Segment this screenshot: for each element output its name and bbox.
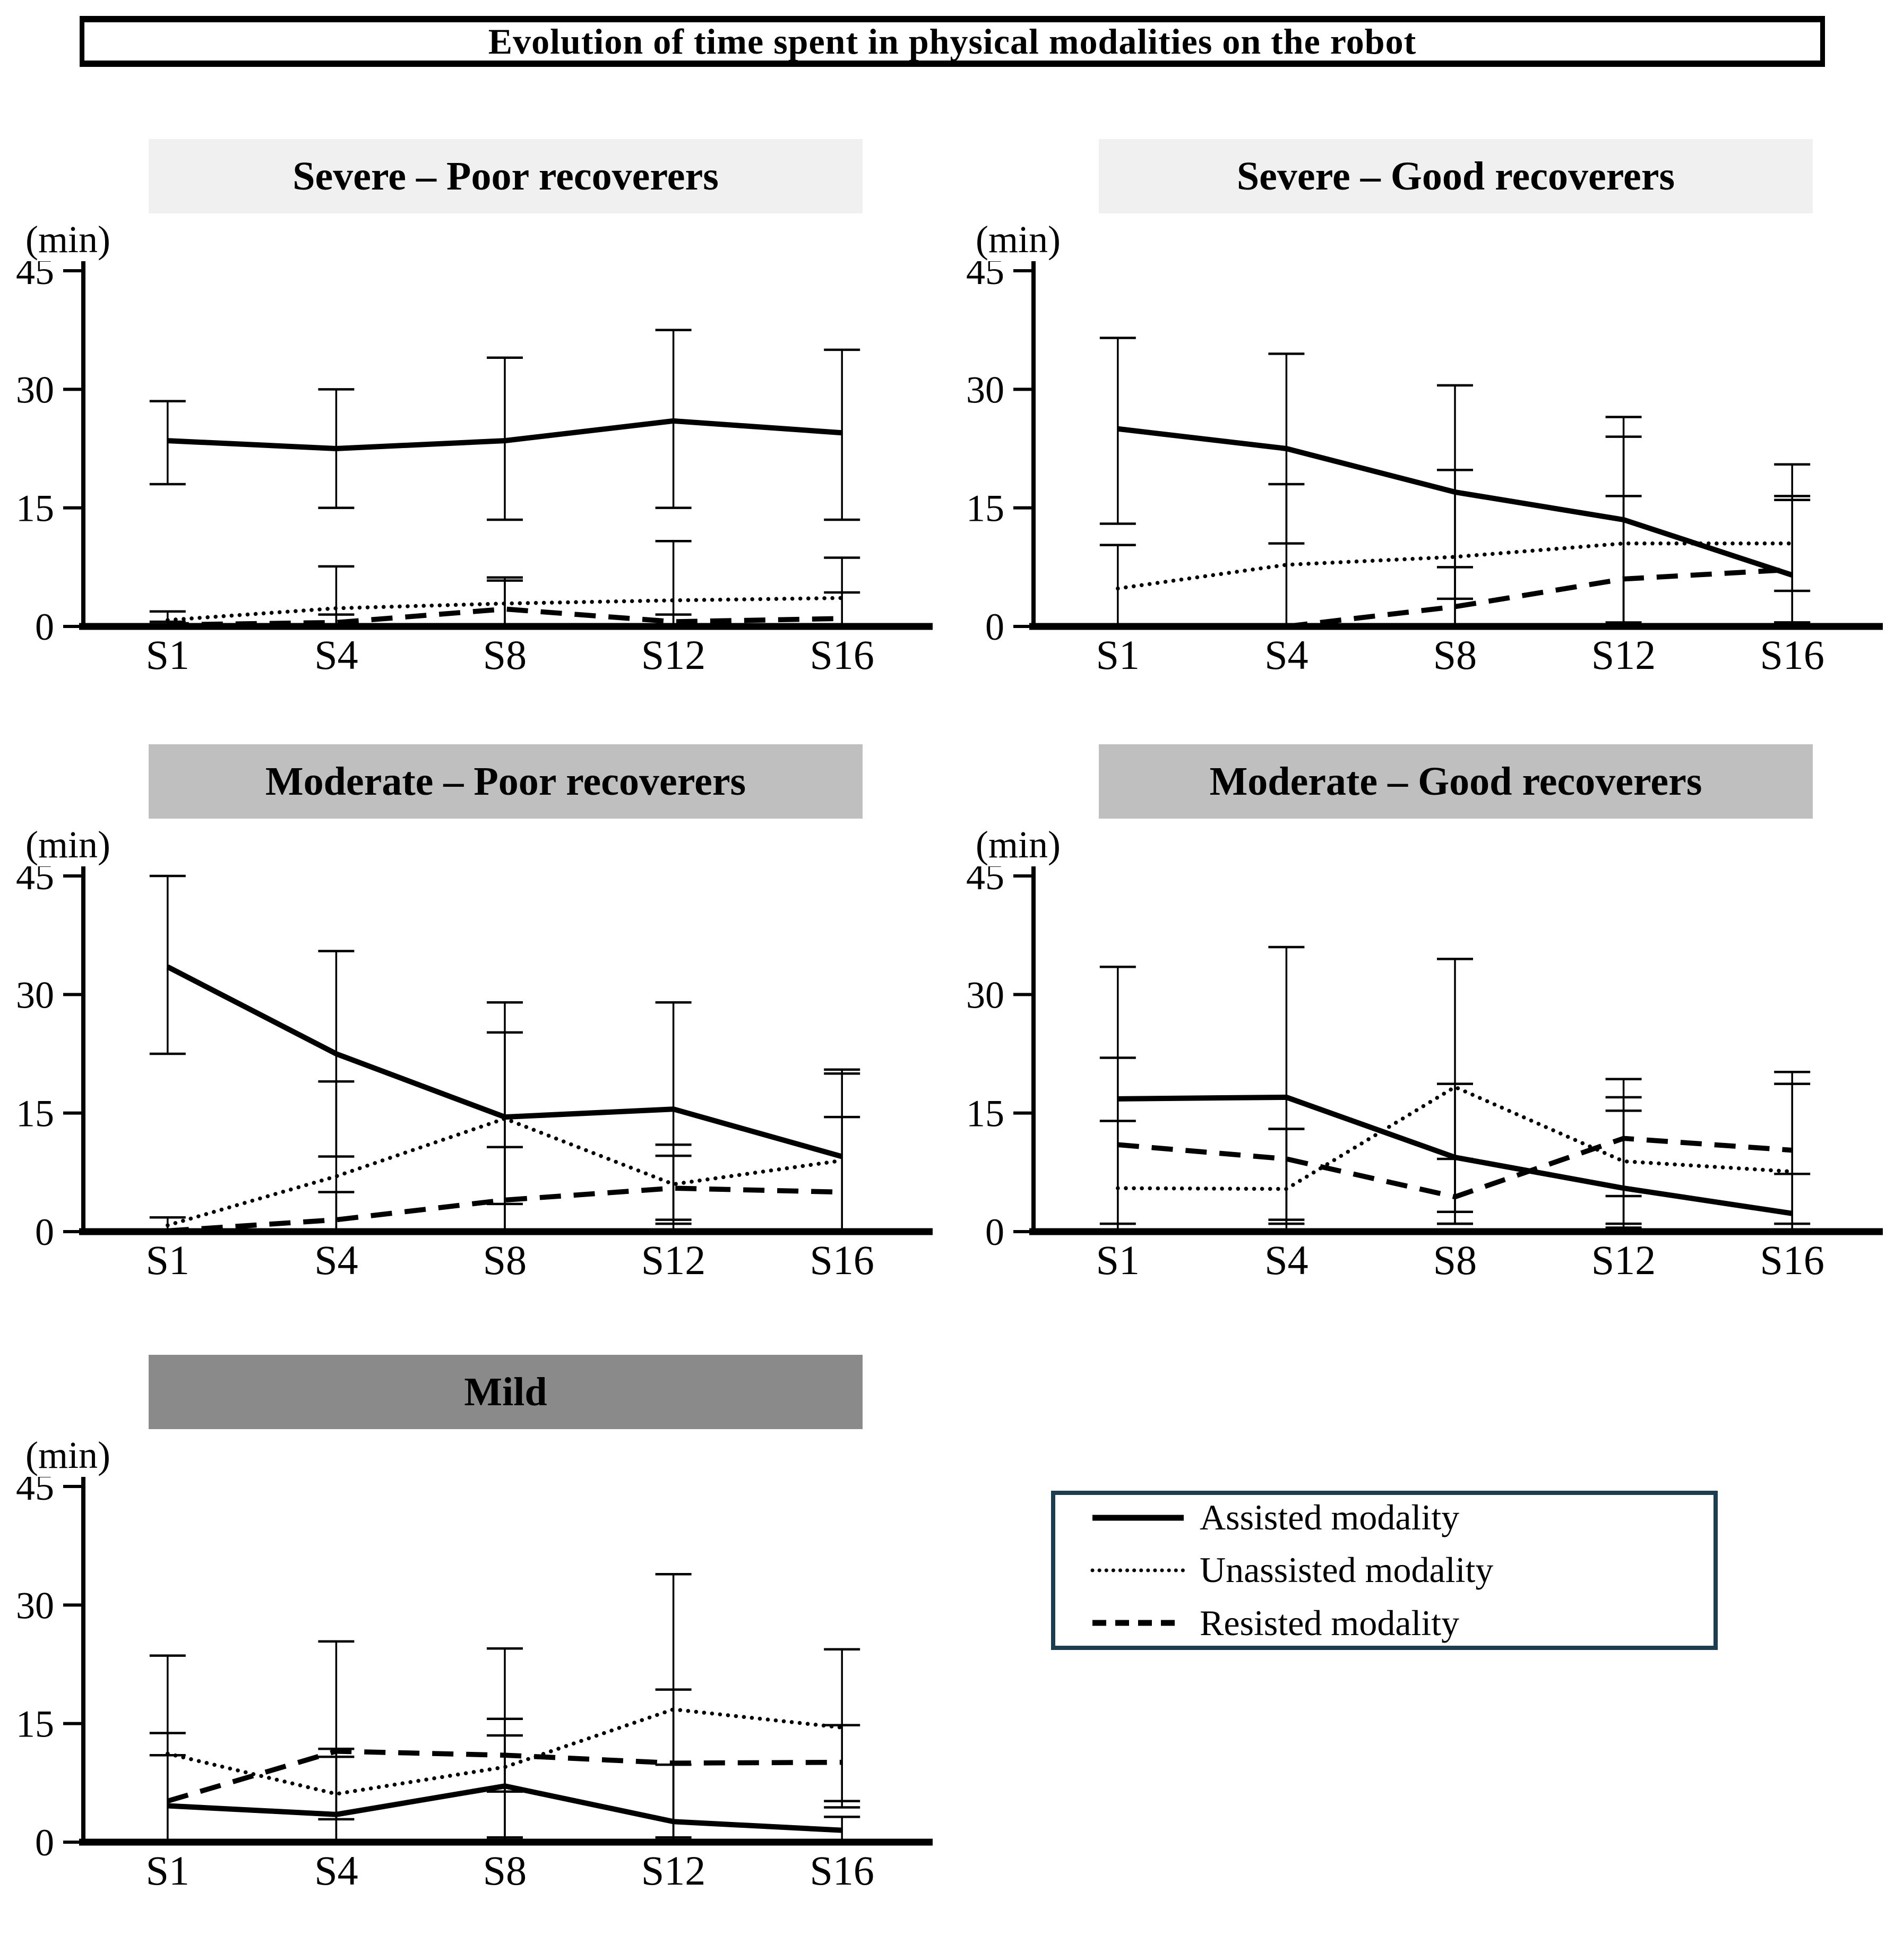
chart-title-bar: Severe – Good recoverers <box>1099 139 1813 213</box>
x-tick-label: S8 <box>483 1237 527 1283</box>
legend: Assisted modality Unassisted modality Re… <box>1051 1491 1718 1650</box>
unassisted-modality-line <box>1116 541 1794 591</box>
resisted-modality-line <box>167 1185 842 1234</box>
x-tick-label: S16 <box>810 632 874 678</box>
y-axis-unit-label: (min) <box>976 823 1061 866</box>
assisted-modality-line <box>1117 426 1793 578</box>
y-tick-label: 15 <box>966 487 1004 530</box>
assisted-modality-line <box>166 964 843 1159</box>
x-tick-label: S8 <box>1433 632 1477 678</box>
unassisted-modality-line <box>1116 1085 1794 1191</box>
y-axis-unit-label: (min) <box>25 823 110 866</box>
y-tick-label: 0 <box>35 606 54 648</box>
main-title-box: Evolution of time spent in physical moda… <box>80 16 1825 67</box>
y-tick-label: 15 <box>16 487 54 530</box>
chart-mild: Mild (min) 0 15 30 45 S1 S4 S8 S12 S16 <box>0 1355 950 1960</box>
legend-label: Assisted modality <box>1200 1497 1460 1538</box>
y-tick-label: 0 <box>35 1821 54 1864</box>
x-tick-label: S16 <box>1760 1237 1824 1283</box>
severe-poor-plot: 0 15 30 45 S1 S4 S8 S12 S16 <box>16 261 933 678</box>
x-tick-label: S12 <box>1591 1237 1656 1283</box>
unassisted-line-sample-icon <box>1090 1568 1186 1572</box>
y-tick-label: 45 <box>16 261 54 293</box>
y-tick-label: 30 <box>16 368 54 411</box>
x-tick-label: S16 <box>810 1847 874 1894</box>
resisted-line-sample-icon <box>1092 1620 1184 1626</box>
legend-item-assisted: Assisted modality <box>1090 1495 1713 1540</box>
x-tick-label: S12 <box>641 632 705 678</box>
chart-title: Moderate – Good recoverers <box>1209 759 1702 804</box>
legend-item-unassisted: Unassisted modality <box>1090 1548 1713 1593</box>
x-tick-label: S1 <box>1096 1237 1140 1283</box>
y-tick-label: 0 <box>985 606 1004 648</box>
x-tick-label: S12 <box>641 1237 705 1283</box>
mild-plot: 0 15 30 45 S1 S4 S8 S12 S16 <box>16 1477 933 1894</box>
assisted-modality-line <box>1117 1094 1793 1216</box>
unassisted-modality-line <box>166 1707 844 1796</box>
chart-title: Severe – Good recoverers <box>1236 153 1675 199</box>
chart-title-bar: Severe – Poor recoverers <box>149 139 863 213</box>
y-axis-unit-label: (min) <box>25 1434 110 1476</box>
chart-severe-poor: Severe – Poor recoverers (min) 0 15 30 45 S1… <box>0 139 950 744</box>
chart-title: Moderate – Poor recoverers <box>265 759 746 804</box>
y-tick-label: 15 <box>16 1703 54 1746</box>
x-tick-label: S4 <box>314 632 358 678</box>
x-tick-label: S1 <box>146 632 190 678</box>
x-tick-label: S4 <box>1264 1237 1308 1283</box>
x-tick-label: S1 <box>146 1237 190 1283</box>
x-tick-label: S8 <box>1433 1237 1477 1283</box>
chart-title-bar: Mild <box>149 1355 863 1429</box>
x-tick-label: S8 <box>483 632 527 678</box>
x-tick-label: S4 <box>314 1237 358 1283</box>
legend-label: Unassisted modality <box>1200 1550 1494 1591</box>
y-tick-label: 0 <box>35 1211 54 1253</box>
y-axis-unit-label: (min) <box>25 218 110 261</box>
figure-canvas: Evolution of time spent in physical moda… <box>0 16 1900 1894</box>
x-tick-label: S1 <box>146 1847 190 1894</box>
y-tick-label: 30 <box>966 974 1004 1016</box>
assisted-modality-line <box>167 418 842 451</box>
resisted-modality-line <box>1117 1136 1793 1200</box>
x-tick-label: S4 <box>1264 632 1308 678</box>
y-tick-label: 30 <box>966 368 1004 411</box>
y-tick-label: 45 <box>16 1477 54 1508</box>
x-tick-label: S12 <box>641 1847 705 1894</box>
x-tick-label: S8 <box>483 1847 527 1894</box>
x-tick-label: S12 <box>1591 632 1656 678</box>
y-axis-unit-label: (min) <box>976 218 1061 261</box>
x-tick-label: S4 <box>314 1847 358 1894</box>
legend-item-resisted: Resisted modality <box>1090 1601 1713 1646</box>
chart-moderate-poor: Moderate – Poor recoverers (min) 0 15 30 45… <box>0 744 950 1349</box>
moderate-poor-plot: 0 15 30 45 S1 S4 S8 S12 S16 <box>16 866 933 1283</box>
chart-title-bar: Moderate – Good recoverers <box>1099 744 1813 819</box>
y-tick-label: 30 <box>16 974 54 1016</box>
resisted-modality-line <box>167 1749 842 1804</box>
chart-title-bar: Moderate – Poor recoverers <box>149 744 863 819</box>
x-tick-label: S16 <box>810 1237 874 1283</box>
severe-good-plot: 0 15 30 45 S1 S4 S8 S12 S16 <box>966 261 1883 678</box>
legend-label: Resisted modality <box>1200 1602 1460 1643</box>
chart-severe-good: Severe – Good recoverers (min) 0 15 30 45 S1… <box>950 139 1900 744</box>
unassisted-modality-line <box>166 596 844 622</box>
x-tick-label: S16 <box>1760 632 1824 678</box>
y-tick-label: 45 <box>16 866 54 898</box>
resisted-modality-line <box>167 606 842 627</box>
y-tick-label: 45 <box>966 261 1004 293</box>
chart-title: Severe – Poor recoverers <box>292 153 719 199</box>
y-tick-label: 15 <box>966 1093 1004 1135</box>
moderate-good-plot: 0 15 30 45 S1 S4 S8 S12 S16 <box>966 866 1883 1283</box>
chart-moderate-good: Moderate – Good recoverers (min) 0 15 30 45… <box>950 744 1900 1349</box>
assisted-modality-line <box>167 1783 842 1833</box>
y-tick-label: 15 <box>16 1093 54 1135</box>
x-tick-label: S1 <box>1096 632 1140 678</box>
y-tick-label: 0 <box>985 1211 1004 1253</box>
assisted-line-sample-icon <box>1092 1515 1184 1521</box>
main-title: Evolution of time spent in physical moda… <box>488 21 1417 62</box>
resisted-modality-line <box>1286 567 1793 629</box>
y-tick-label: 30 <box>16 1584 54 1627</box>
y-tick-label: 45 <box>966 866 1004 898</box>
chart-title: Mild <box>464 1369 547 1414</box>
